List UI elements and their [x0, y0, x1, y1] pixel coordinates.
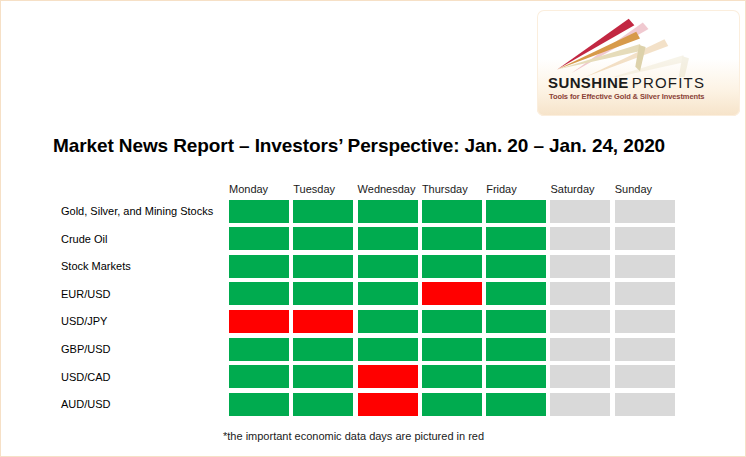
market-day-cell-green	[293, 393, 353, 416]
market-day-cell-gray	[615, 338, 675, 361]
market-day-cell-gray	[550, 365, 610, 388]
market-day-cell-green	[229, 282, 289, 305]
row-label: EUR/USD	[61, 282, 225, 305]
market-day-cell-red	[358, 393, 418, 416]
market-day-cell-gray	[615, 393, 675, 416]
market-day-cell-green	[422, 310, 482, 333]
market-day-cell-green	[358, 255, 418, 278]
market-day-cell-green	[358, 200, 418, 223]
market-day-cell-green	[229, 338, 289, 361]
day-header-monday: Monday	[229, 179, 289, 195]
day-header-saturday: Saturday	[550, 179, 610, 195]
market-day-cell-green	[422, 393, 482, 416]
market-day-cell-green	[229, 393, 289, 416]
market-day-cell-gray	[615, 227, 675, 250]
market-day-cell-red	[229, 310, 289, 333]
market-day-cell-red	[358, 365, 418, 388]
row-label: Stock Markets	[61, 255, 225, 278]
market-day-cell-gray	[550, 338, 610, 361]
market-day-cell-gray	[615, 255, 675, 278]
market-day-cell-green	[422, 365, 482, 388]
market-day-cell-green	[293, 227, 353, 250]
market-day-cell-green	[422, 200, 482, 223]
market-week-grid: MondayTuesday WednesdayThursdayFridaySatu…	[61, 179, 675, 416]
grid-corner-spacer	[61, 179, 225, 195]
market-day-cell-green	[229, 255, 289, 278]
market-day-cell-green	[293, 365, 353, 388]
market-day-cell-green	[229, 365, 289, 388]
market-day-cell-gray	[615, 365, 675, 388]
market-day-cell-green	[358, 310, 418, 333]
market-day-cell-gray	[550, 227, 610, 250]
market-day-cell-green	[486, 255, 546, 278]
logo-brand-text: SUNSHINEPROFITS	[548, 75, 705, 90]
market-news-report-page: SUNSHINEPROFITS Tools for Effective Gold…	[0, 0, 746, 457]
sunshine-profits-logo: SUNSHINEPROFITS Tools for Effective Gold…	[537, 10, 740, 116]
row-label: Crude Oil	[61, 227, 225, 250]
row-label: USD/CAD	[61, 365, 225, 388]
logo-brand-bold: SUNSHINE	[548, 74, 629, 91]
row-label: USD/JPY	[61, 310, 225, 333]
market-day-cell-green	[358, 227, 418, 250]
market-day-cell-green	[486, 282, 546, 305]
market-day-cell-green	[293, 282, 353, 305]
market-day-cell-green	[486, 310, 546, 333]
market-day-cell-green	[486, 338, 546, 361]
market-day-cell-red	[293, 310, 353, 333]
day-header-sunday: Sunday	[615, 179, 675, 195]
market-day-cell-green	[358, 282, 418, 305]
logo-rays-icon	[545, 13, 735, 77]
market-day-cell-green	[486, 365, 546, 388]
page-title: Market News Report – Investors’ Perspect…	[53, 135, 665, 157]
market-day-cell-gray	[615, 200, 675, 223]
logo-tagline: Tools for Effective Gold & Silver Invest…	[549, 92, 704, 101]
market-day-cell-green	[229, 200, 289, 223]
day-header-tuesday: Tuesday	[293, 179, 353, 195]
market-day-cell-green	[293, 255, 353, 278]
day-header-wednesday: Wednesday	[358, 179, 418, 195]
market-day-cell-gray	[550, 282, 610, 305]
market-day-cell-red	[422, 282, 482, 305]
market-day-cell-green	[486, 393, 546, 416]
market-day-cell-green	[293, 338, 353, 361]
day-header-thursday: Thursday	[422, 179, 482, 195]
row-label: Gold, Silver, and Mining Stocks	[61, 200, 225, 223]
market-day-cell-green	[486, 200, 546, 223]
market-day-cell-green	[358, 338, 418, 361]
market-day-cell-green	[293, 200, 353, 223]
footnote: *the important economic data days are pi…	[223, 430, 484, 442]
market-day-cell-gray	[550, 393, 610, 416]
market-day-cell-green	[229, 227, 289, 250]
market-day-cell-green	[422, 227, 482, 250]
logo-brand-light: PROFITS	[632, 74, 705, 91]
market-day-cell-green	[422, 255, 482, 278]
market-day-cell-green	[422, 338, 482, 361]
market-day-cell-gray	[550, 255, 610, 278]
market-day-cell-gray	[550, 310, 610, 333]
day-header-friday: Friday	[486, 179, 546, 195]
market-day-cell-gray	[615, 282, 675, 305]
row-label: AUD/USD	[61, 393, 225, 416]
row-label: GBP/USD	[61, 338, 225, 361]
market-day-cell-green	[486, 227, 546, 250]
market-day-cell-gray	[615, 310, 675, 333]
market-day-cell-gray	[550, 200, 610, 223]
